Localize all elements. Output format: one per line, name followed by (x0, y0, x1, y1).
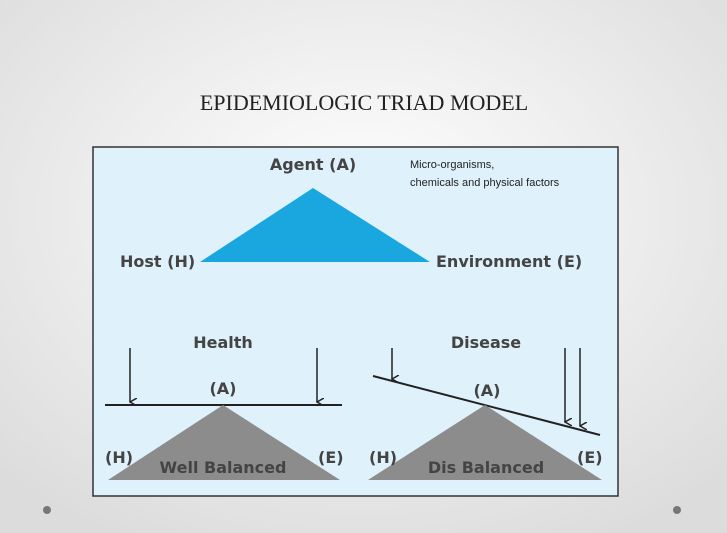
bullet (43, 506, 51, 514)
host-label: (H) (105, 448, 133, 467)
status-label: Dis Balanced (428, 458, 544, 477)
balance-beam (372, 375, 601, 436)
triad-triangle (200, 188, 430, 262)
environment-label: (E) (577, 448, 603, 467)
health-label: Health (193, 333, 253, 352)
host-label: Host (H) (120, 252, 195, 271)
agent-label: Agent (A) (270, 155, 356, 174)
balance-triangle (108, 405, 340, 480)
slide-title: EPIDEMIOLOGIC TRIAD MODEL (200, 90, 528, 115)
environment-label: Environment (E) (436, 252, 582, 271)
disease-label: Disease (451, 333, 521, 352)
bullet (673, 506, 681, 514)
agent-note: chemicals and physical factors (410, 177, 560, 189)
agent-label: (A) (209, 379, 236, 398)
balance-triangle (368, 405, 602, 480)
agent-label: (A) (473, 381, 500, 400)
host-label: (H) (369, 448, 397, 467)
agent-note: Micro-organisms, (410, 159, 494, 171)
environment-label: (E) (318, 448, 344, 467)
status-label: Well Balanced (160, 458, 287, 477)
